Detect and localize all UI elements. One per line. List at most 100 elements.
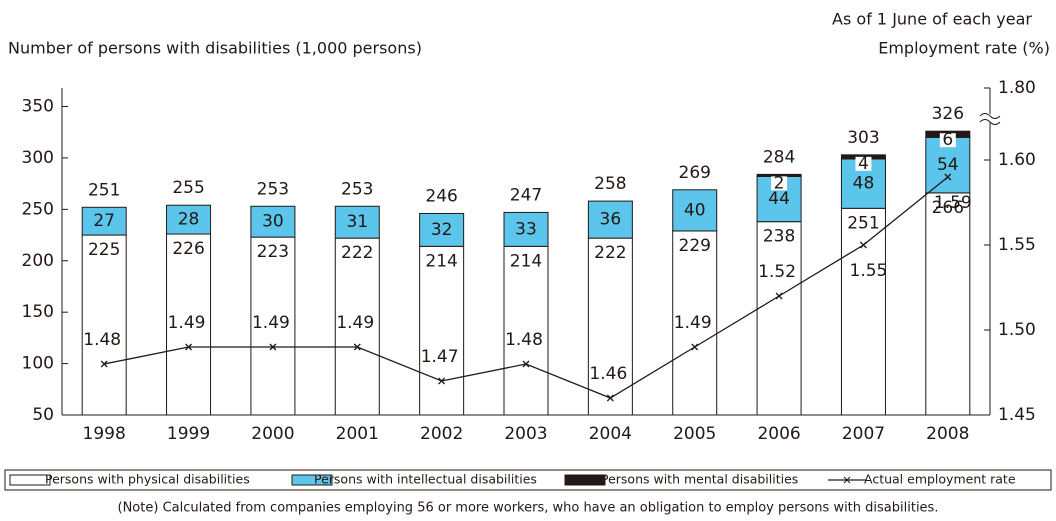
- subtitle: As of 1 June of each year: [832, 10, 1032, 29]
- total-label: 258: [594, 174, 626, 194]
- rate-label: 1.48: [83, 330, 121, 350]
- data-label: 54: [937, 155, 959, 175]
- y-axis-label: Number of persons with disabilities (1,0…: [8, 39, 422, 58]
- rate-marker: [944, 173, 952, 181]
- bar-segment: [419, 212, 465, 247]
- bar-segment: [166, 204, 212, 235]
- bar-segment: [587, 200, 633, 239]
- data-label: 238: [763, 227, 795, 247]
- data-label: 4: [858, 154, 869, 174]
- data-label: 214: [510, 251, 542, 271]
- data-label: 31: [346, 212, 368, 232]
- total-label: 326: [932, 104, 964, 124]
- data-label: 266: [932, 198, 964, 218]
- data-label: 6: [942, 130, 953, 150]
- rate-marker: [522, 360, 530, 368]
- data-label: 251: [847, 213, 879, 233]
- legend-swatch: [564, 474, 606, 486]
- data-label: 225: [88, 240, 120, 260]
- y2-tick-label: 1.50: [998, 320, 1036, 340]
- rate-label: 1.49: [252, 313, 290, 333]
- data-label: 32: [431, 220, 453, 240]
- x-tick-label: 2003: [504, 424, 547, 444]
- total-label: 253: [341, 179, 373, 199]
- data-label: 214: [425, 251, 457, 271]
- y-tick-label: 300: [22, 148, 54, 168]
- bar-segment: [503, 211, 549, 247]
- legend-label: Persons with intellectual disabilities: [314, 472, 537, 487]
- data-label: 222: [594, 243, 626, 263]
- bar-segment: [419, 245, 465, 416]
- data-label: 36: [600, 210, 622, 230]
- bar-segment: [672, 230, 718, 416]
- data-label: 223: [257, 242, 289, 262]
- bar-segment: [672, 189, 718, 232]
- rate-marker: [775, 292, 783, 300]
- total-label: 247: [510, 185, 542, 205]
- rate-label: 1.47: [421, 347, 459, 367]
- rate-marker: [691, 343, 699, 351]
- rate-label: 1.49: [336, 313, 374, 333]
- y-tick-label: 250: [22, 199, 54, 219]
- legend-label: Persons with physical disabilities: [45, 472, 250, 487]
- x-tick-label: 2006: [757, 424, 800, 444]
- x-tick-label: 2008: [926, 424, 969, 444]
- rate-label: 1.55: [850, 261, 888, 281]
- bar-segment: [81, 234, 127, 416]
- x-tick-label: 1999: [167, 424, 210, 444]
- legend-label: Actual employment rate: [864, 472, 1016, 487]
- data-label: 48: [853, 174, 875, 194]
- y2-tick-label: 1.45: [998, 405, 1036, 425]
- axis-break-gap: [982, 114, 998, 122]
- axis-break: [979, 113, 1001, 125]
- rate-marker: [353, 343, 361, 351]
- legend-swatch: [291, 474, 333, 486]
- rate-label: 1.49: [168, 313, 206, 333]
- data-label: 229: [679, 236, 711, 256]
- total-label: 251: [88, 180, 120, 200]
- data-label: 33: [515, 219, 537, 239]
- total-label: 303: [847, 128, 879, 148]
- legend-swatch: [9, 474, 51, 486]
- rate-label: 1.46: [589, 364, 627, 384]
- bar-segment: [250, 205, 296, 238]
- y-tick-label: 100: [22, 354, 54, 374]
- bar-segment: [756, 221, 802, 416]
- x-tick-label: 2000: [251, 424, 294, 444]
- rate-marker: [859, 241, 867, 249]
- bar-segment: [925, 192, 971, 416]
- data-label-bg: [771, 176, 788, 191]
- data-label: 226: [172, 239, 204, 259]
- total-label: 246: [425, 186, 457, 206]
- rate-marker: [438, 377, 446, 385]
- rate-label: 1.49: [674, 313, 712, 333]
- rate-label: 1.59: [934, 193, 972, 213]
- x-tick-label: 2002: [420, 424, 463, 444]
- y-tick-label: 350: [22, 97, 54, 117]
- y2-tick-label: 1.80: [998, 78, 1036, 98]
- data-label-bg: [855, 156, 872, 171]
- y-tick-label: 150: [22, 302, 54, 322]
- total-label: 269: [679, 163, 711, 183]
- y-tick-label: 50: [32, 405, 54, 425]
- note: (Note) Calculated from companies employi…: [118, 501, 939, 516]
- data-label: 40: [684, 200, 706, 220]
- legend-label: Persons with mental disabilities: [601, 472, 798, 487]
- data-label: 44: [768, 189, 790, 209]
- data-label: 2: [774, 173, 785, 193]
- y2-tick-label: 1.55: [998, 235, 1036, 255]
- y2-axis-label: Employment rate (%): [878, 39, 1050, 58]
- total-label: 253: [257, 179, 289, 199]
- data-label: 28: [178, 210, 200, 230]
- legend-marker: [843, 476, 851, 484]
- rate-label: 1.52: [758, 262, 796, 282]
- data-label: 222: [341, 243, 373, 263]
- bar-segment: [840, 207, 886, 416]
- bar-segment: [587, 237, 633, 416]
- x-tick-label: 2007: [842, 424, 885, 444]
- x-tick-label: 2001: [336, 424, 379, 444]
- legend-frame: [4, 469, 1052, 491]
- rate-marker: [185, 343, 193, 351]
- data-label-bg: [939, 133, 956, 148]
- data-label: 27: [93, 211, 115, 231]
